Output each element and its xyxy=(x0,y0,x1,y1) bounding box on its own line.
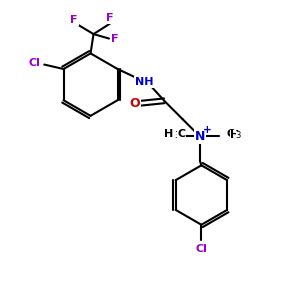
Text: F: F xyxy=(106,13,114,23)
Text: H: H xyxy=(164,128,173,139)
Text: C: C xyxy=(226,128,234,139)
Text: O: O xyxy=(129,97,140,110)
Text: C: C xyxy=(177,128,185,139)
Text: H: H xyxy=(230,130,239,140)
Text: 3: 3 xyxy=(174,131,179,140)
Text: +: + xyxy=(203,125,212,135)
Text: 3: 3 xyxy=(236,131,241,140)
Text: F: F xyxy=(70,15,78,25)
Text: Cl: Cl xyxy=(196,244,207,254)
Text: Cl: Cl xyxy=(29,58,40,68)
Text: N: N xyxy=(195,130,205,143)
Text: F: F xyxy=(111,34,118,44)
Text: NH: NH xyxy=(135,77,154,87)
